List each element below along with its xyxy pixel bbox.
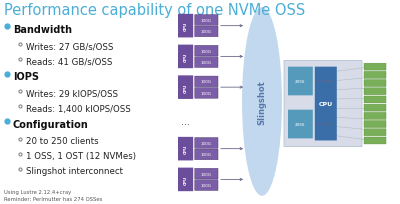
Text: 20SS: 20SS	[295, 122, 306, 126]
FancyBboxPatch shape	[195, 180, 218, 191]
Text: Writes: 29 kIOPS/OSS: Writes: 29 kIOPS/OSS	[26, 90, 118, 99]
FancyBboxPatch shape	[178, 45, 193, 69]
Text: Performance capability of one NVMe OSS: Performance capability of one NVMe OSS	[4, 3, 305, 18]
Text: CPU: CPU	[184, 144, 188, 154]
Text: CPU: CPU	[319, 102, 333, 106]
Text: 100G: 100G	[201, 183, 212, 187]
FancyBboxPatch shape	[364, 64, 386, 71]
FancyBboxPatch shape	[195, 27, 218, 38]
Text: 100G: 100G	[201, 172, 212, 176]
FancyBboxPatch shape	[288, 110, 313, 139]
FancyBboxPatch shape	[364, 88, 386, 95]
FancyBboxPatch shape	[364, 80, 386, 87]
FancyBboxPatch shape	[364, 129, 386, 136]
FancyBboxPatch shape	[364, 113, 386, 120]
Text: ...: ...	[181, 116, 190, 126]
Text: Configuration: Configuration	[13, 119, 88, 129]
FancyBboxPatch shape	[364, 105, 386, 112]
FancyBboxPatch shape	[195, 46, 218, 57]
FancyBboxPatch shape	[315, 67, 337, 141]
Text: CPU: CPU	[184, 83, 188, 92]
Text: Reads: 41 GB/s/OSS: Reads: 41 GB/s/OSS	[26, 57, 112, 66]
FancyBboxPatch shape	[288, 67, 313, 96]
Text: CPU: CPU	[184, 22, 188, 31]
FancyBboxPatch shape	[364, 96, 386, 103]
FancyBboxPatch shape	[178, 15, 193, 38]
FancyBboxPatch shape	[364, 137, 386, 144]
Text: Bandwidth: Bandwidth	[13, 25, 72, 35]
Text: 100G: 100G	[201, 80, 212, 84]
Text: Slingshot: Slingshot	[258, 80, 266, 124]
FancyBboxPatch shape	[364, 72, 386, 79]
Text: Reminder: Perlmutter has 274 OSSes: Reminder: Perlmutter has 274 OSSes	[4, 196, 102, 201]
Text: 100G: 100G	[201, 49, 212, 53]
FancyBboxPatch shape	[195, 88, 218, 99]
Text: 1 OSS, 1 OST (12 NVMes): 1 OSS, 1 OST (12 NVMes)	[26, 152, 136, 161]
Text: Slingshot interconnect: Slingshot interconnect	[26, 166, 123, 175]
FancyBboxPatch shape	[178, 168, 193, 191]
FancyBboxPatch shape	[195, 149, 218, 160]
FancyBboxPatch shape	[195, 169, 218, 179]
Text: 100G: 100G	[201, 153, 212, 157]
Text: 100G: 100G	[201, 91, 212, 95]
Text: 20SS: 20SS	[295, 80, 306, 84]
FancyBboxPatch shape	[178, 76, 193, 100]
FancyBboxPatch shape	[364, 121, 386, 128]
Ellipse shape	[242, 8, 282, 196]
FancyBboxPatch shape	[284, 61, 362, 147]
Text: CPU: CPU	[184, 52, 188, 62]
Text: 20 to 250 clients: 20 to 250 clients	[26, 137, 99, 146]
FancyBboxPatch shape	[195, 77, 218, 87]
Text: 100G: 100G	[201, 30, 212, 34]
Text: Writes: 27 GB/s/OSS: Writes: 27 GB/s/OSS	[26, 42, 113, 51]
Text: CPU: CPU	[184, 175, 188, 184]
FancyBboxPatch shape	[195, 138, 218, 149]
FancyBboxPatch shape	[195, 58, 218, 68]
Text: IOPS: IOPS	[13, 72, 39, 82]
Text: 100G: 100G	[201, 141, 212, 145]
FancyBboxPatch shape	[195, 16, 218, 26]
Text: 100G: 100G	[201, 61, 212, 65]
Text: 100G: 100G	[201, 19, 212, 23]
FancyBboxPatch shape	[178, 137, 193, 161]
Text: Reads: 1,400 kIOPS/OSS: Reads: 1,400 kIOPS/OSS	[26, 104, 131, 113]
Text: Using Lustre 2.12.4+cray: Using Lustre 2.12.4+cray	[4, 189, 71, 194]
